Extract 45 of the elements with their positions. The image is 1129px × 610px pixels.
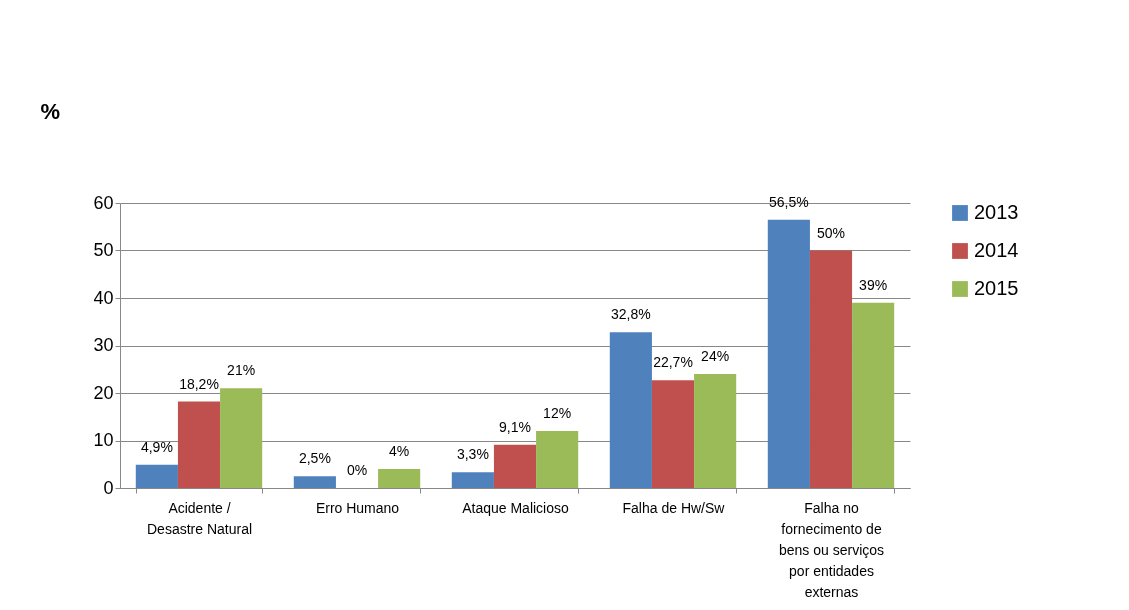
y-axis-title: % (40, 98, 61, 124)
x-tick-label: Acidente / Desastre Natural (146, 499, 253, 537)
x-tick-label: Falha no fornecimento de bens ou serviços por entidades externas (778, 499, 885, 600)
data-label: 21% (227, 362, 256, 379)
data-label: 22,7% (653, 354, 693, 371)
x-tick-label: Falha de Hw/Sw (622, 499, 726, 516)
y-tick-label: 60 (93, 192, 114, 213)
bar (177, 401, 221, 488)
bar (220, 388, 263, 488)
data-label: 18,2% (179, 375, 219, 392)
bar (609, 332, 652, 488)
bar (809, 250, 853, 488)
bar (293, 476, 336, 488)
data-label: 12% (543, 405, 572, 421)
data-label: 4,9% (140, 438, 173, 455)
legend-label: 2014 (974, 239, 1019, 261)
data-label: 0% (346, 462, 368, 478)
bar (451, 472, 494, 488)
bar (493, 444, 537, 488)
bar (852, 302, 895, 488)
legend-label: 2015 (974, 277, 1019, 299)
bar (767, 219, 810, 488)
bar (651, 380, 695, 488)
data-label: 50% (816, 224, 846, 241)
bar (135, 464, 178, 488)
bar (536, 431, 579, 488)
data-label: 9,1% (499, 418, 531, 435)
bar (378, 469, 421, 488)
y-tick-label: 50 (93, 240, 114, 260)
bar (694, 374, 737, 488)
data-label: 24% (701, 348, 730, 364)
x-tick-label: Erro Humano (315, 499, 400, 516)
data-label: 3,3% (456, 446, 489, 463)
y-tick-label: 0 (103, 477, 114, 498)
data-label: 39% (859, 276, 888, 293)
y-tick-label: 20 (93, 382, 114, 403)
y-tick-label: 30 (93, 335, 114, 355)
y-tick-label: 10 (93, 430, 114, 450)
data-label: 4% (389, 443, 410, 459)
data-label: 2,5% (298, 450, 331, 467)
legend-label: 2013 (974, 201, 1019, 223)
x-tick-label: Ataque Malicioso (462, 499, 570, 516)
y-tick-label: 40 (93, 287, 114, 308)
data-label: 32,8% (611, 306, 651, 323)
data-label: 56,5% (769, 193, 809, 210)
